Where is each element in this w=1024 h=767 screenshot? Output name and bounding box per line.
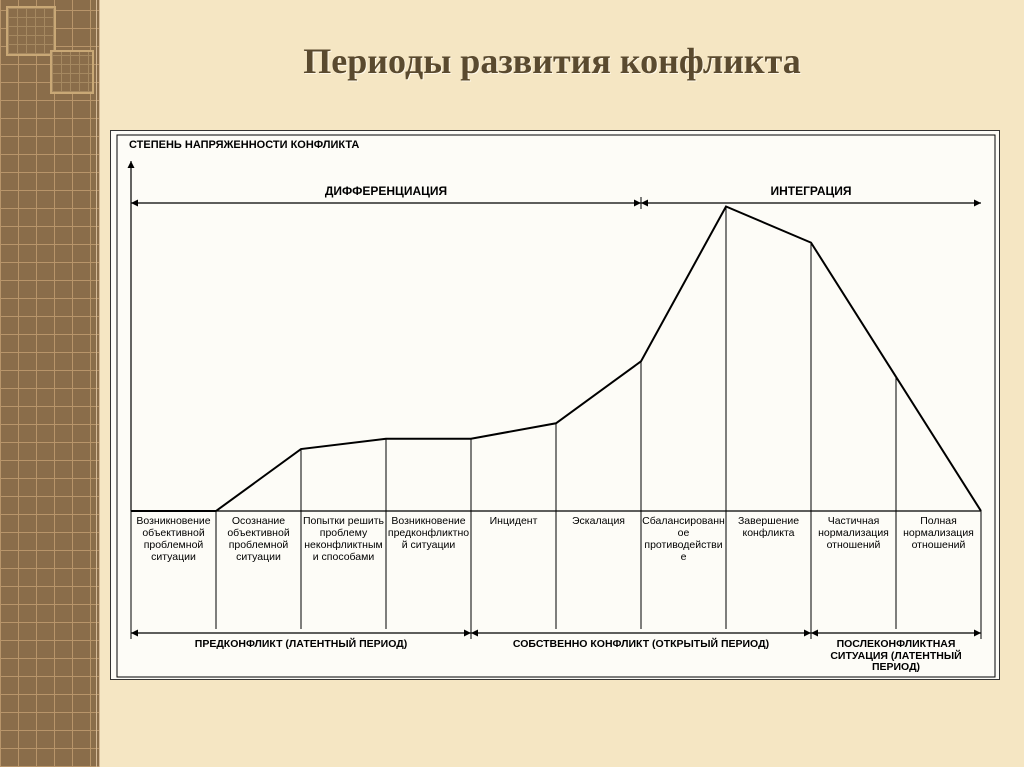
decorative-sidebar xyxy=(0,0,100,767)
period-labels-row: ПРЕДКОНФЛИКТ (ЛАТЕНТНЫЙ ПЕРИОД)СОБСТВЕНН… xyxy=(131,637,981,677)
svg-text:ИНТЕГРАЦИЯ: ИНТЕГРАЦИЯ xyxy=(770,184,851,198)
stage-label: Завершение конфликта xyxy=(726,513,811,623)
stage-labels-row: Возникновение объективной проблемной сит… xyxy=(131,513,981,623)
svg-text:ДИФФЕРЕНЦИАЦИЯ: ДИФФЕРЕНЦИАЦИЯ xyxy=(325,184,447,198)
y-axis-label: СТЕПЕНЬ НАПРЯЖЕННОСТИ КОНФЛИКТА xyxy=(129,139,359,151)
stage-label: Осознание объективной проблемной ситуаци… xyxy=(216,513,301,623)
stage-label: Попытки решить проблему неконфликтными с… xyxy=(301,513,386,623)
stage-label: Полная нормализация отношений xyxy=(896,513,981,623)
period-label: ПРЕДКОНФЛИКТ (ЛАТЕНТНЫЙ ПЕРИОД) xyxy=(131,637,471,677)
stage-label: Инцидент xyxy=(471,513,556,623)
stage-label: Сбалансированное противодействие xyxy=(641,513,726,623)
stage-label: Частичная нормализация отношений xyxy=(811,513,896,623)
slide-title: Периоды развития конфликта xyxy=(100,40,1004,82)
period-label: ПОСЛЕКОНФЛИКТНАЯ СИТУАЦИЯ (ЛАТЕНТНЫЙ ПЕР… xyxy=(811,637,981,677)
period-label: СОБСТВЕННО КОНФЛИКТ (ОТКРЫТЫЙ ПЕРИОД) xyxy=(471,637,811,677)
stage-label: Возникновение объективной проблемной сит… xyxy=(131,513,216,623)
stage-label: Возникновение предконфликтной ситуации xyxy=(386,513,471,623)
conflict-chart: СТЕПЕНЬ НАПРЯЖЕННОСТИ КОНФЛИКТА ДИФФЕРЕН… xyxy=(110,130,1000,680)
stage-label: Эскалация xyxy=(556,513,641,623)
